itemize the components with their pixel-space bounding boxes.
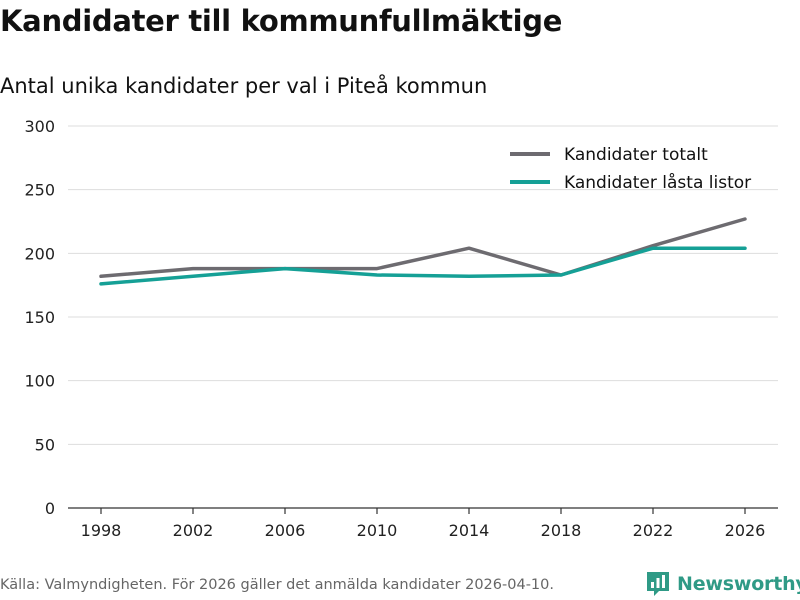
brand: Newsworthy: [645, 570, 800, 598]
x-tick-label: 2026: [725, 521, 766, 540]
y-tick-label: 300: [24, 117, 55, 136]
x-tick-label: 2018: [541, 521, 582, 540]
y-tick-label: 100: [24, 372, 55, 391]
y-tick-label: 250: [24, 181, 55, 200]
x-tick-label: 2022: [633, 521, 674, 540]
x-tick-label: 2002: [173, 521, 214, 540]
chart-title: Kandidater till kommunfullmäktige: [0, 4, 563, 38]
y-tick-label: 150: [24, 308, 55, 327]
x-tick-label: 2014: [449, 521, 490, 540]
legend-label: Kandidater låsta listor: [564, 172, 751, 193]
source-note: Källa: Valmyndigheten. För 2026 gäller d…: [0, 577, 554, 593]
gridlines: [68, 125, 778, 445]
axes: 0 50 100 150 200 250 300 1998 2002 2006 2010 2014 20…: [24, 117, 778, 540]
newsworthy-logo-icon: [647, 572, 669, 596]
series-lines: [99, 217, 747, 286]
legend-label: Kandidater totalt: [564, 145, 708, 165]
x-tick-label: 2010: [357, 521, 398, 540]
x-tick-label: 1998: [81, 521, 122, 540]
series-line-1: [99, 217, 747, 279]
series-line-2: [99, 246, 747, 286]
y-tick-label: 50: [35, 435, 55, 454]
chart-subtitle: Antal unika kandidater per val i Piteå k…: [0, 74, 488, 98]
y-tick-label: 0: [45, 499, 55, 518]
y-tick-label: 200: [24, 244, 55, 263]
x-tick-label: 2006: [265, 521, 306, 540]
legend: Kandidater totalt Kandidater låsta listor: [510, 145, 751, 193]
brand-name: Newsworthy: [677, 573, 800, 595]
